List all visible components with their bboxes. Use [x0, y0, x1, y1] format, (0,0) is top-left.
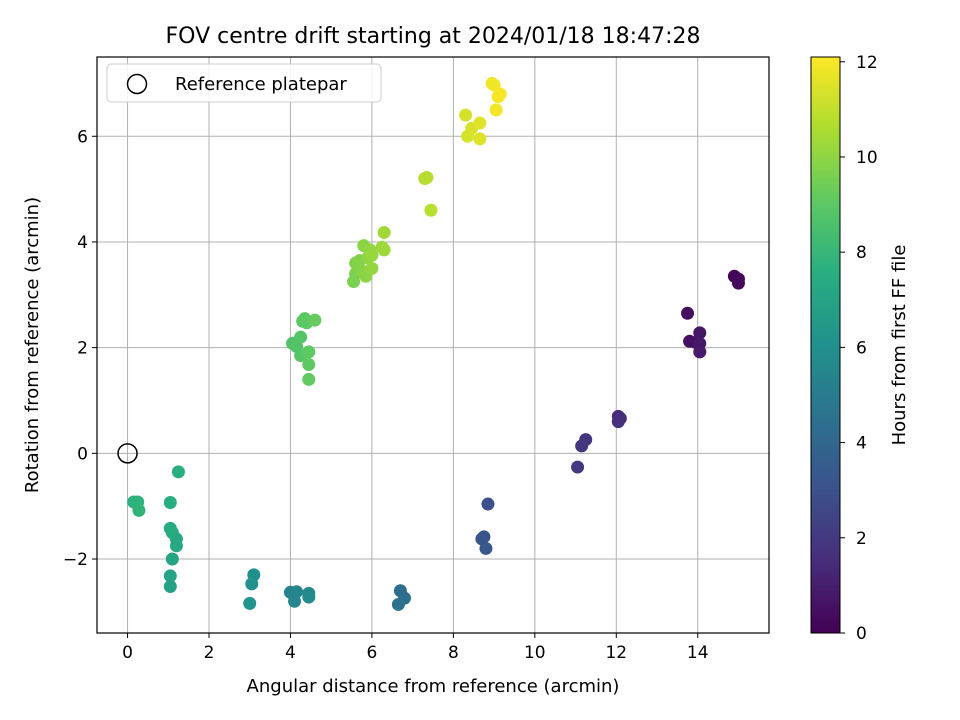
data-point [169, 539, 183, 553]
data-point [245, 577, 259, 591]
data-point [493, 87, 507, 101]
data-point [294, 330, 308, 344]
colorbar-tick-label: 2 [856, 529, 867, 549]
y-tick-label: 2 [77, 339, 88, 359]
data-point [481, 497, 495, 511]
y-tick-label: 6 [77, 127, 88, 147]
data-point [489, 103, 503, 117]
y-tick-label: 4 [77, 233, 88, 253]
x-tick-label: 12 [605, 643, 627, 663]
data-point [163, 569, 177, 583]
colorbar-tick-label: 10 [856, 148, 878, 168]
data-point [365, 248, 379, 262]
data-point [243, 596, 257, 610]
data-point [302, 372, 316, 386]
x-tick-label: 4 [285, 643, 296, 663]
colorbar-tick-label: 6 [856, 338, 867, 358]
colorbar-tick-label: 12 [856, 53, 878, 73]
y-tick-label: 0 [77, 444, 88, 464]
data-point [459, 108, 473, 122]
y-axis-label: Rotation from reference (arcmin) [22, 197, 43, 493]
colorbar-tick-label: 8 [856, 243, 867, 263]
colorbar-tick-label: 4 [856, 434, 867, 454]
data-point [377, 225, 391, 239]
data-point [571, 460, 585, 474]
reference-point [117, 443, 138, 464]
data-point [132, 503, 146, 517]
legend: Reference platepar [106, 63, 382, 103]
data-point [308, 313, 322, 327]
data-point [377, 243, 391, 257]
x-tick-label: 6 [366, 643, 377, 663]
data-point [693, 326, 707, 340]
reference-marker [117, 443, 138, 464]
grid-lines [97, 57, 769, 633]
data-point [165, 552, 179, 566]
x-tick-label: 2 [204, 643, 215, 663]
x-tick-label: 0 [122, 643, 133, 663]
colorbar-tick-label: 0 [856, 624, 867, 644]
x-tick-label: 14 [687, 643, 709, 663]
colorbar-ticks: 0 2 4 6 8 10 12 [840, 53, 878, 644]
data-point [681, 306, 695, 320]
x-tick-label: 8 [448, 643, 459, 663]
x-axis-ticks: 0 2 4 6 8 10 12 14 [122, 633, 709, 663]
data-point [420, 170, 434, 184]
x-axis-label: Angular distance from reference (arcmin) [247, 676, 620, 697]
data-point [731, 276, 745, 290]
legend-reference-marker [126, 73, 148, 95]
x-tick-label: 10 [524, 643, 546, 663]
data-point [163, 521, 177, 535]
y-axis-ticks: −2 0 2 4 6 [63, 127, 97, 570]
data-point [163, 579, 177, 593]
data-point [288, 594, 302, 608]
data-point [365, 261, 379, 275]
data-point [163, 495, 177, 509]
data-point [302, 345, 316, 359]
y-tick-label: −2 [63, 550, 88, 570]
data-point [611, 415, 625, 429]
data-point [473, 116, 487, 130]
data-point [424, 203, 438, 217]
colorbar [810, 56, 841, 634]
data-points [127, 76, 745, 611]
legend-box [106, 63, 382, 103]
data-point [302, 590, 316, 604]
data-point [575, 439, 589, 453]
data-point [391, 597, 405, 611]
chart-title: FOV centre drift starting at 2024/01/18 … [166, 24, 701, 49]
data-point [473, 132, 487, 146]
data-point [479, 541, 493, 555]
data-point [171, 465, 185, 479]
colorbar-label: Hours from first FF file [889, 245, 910, 446]
legend-entry-reference: Reference platepar [175, 74, 347, 95]
data-point [302, 358, 316, 372]
data-point [693, 345, 707, 359]
plot-frame [96, 56, 770, 634]
